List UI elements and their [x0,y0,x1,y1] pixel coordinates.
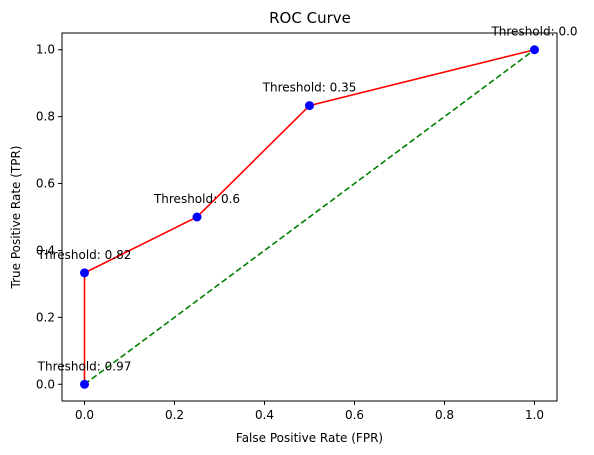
x-tick-label: 1.0 [525,408,544,422]
roc-point [530,45,539,54]
threshold-label: Threshold: 0.97 [37,359,132,373]
x-tick-label: 0.8 [435,408,454,422]
x-axis-label: False Positive Rate (FPR) [236,431,383,445]
x-tick-label: 0.4 [255,408,274,422]
y-tick-label: 0.2 [36,310,55,324]
roc-point [193,213,202,222]
threshold-label: Threshold: 0.82 [37,248,132,262]
roc-point [80,268,89,277]
threshold-label: Threshold: 0.6 [153,192,240,206]
chart-title: ROC Curve [269,9,351,27]
threshold-label: Threshold: 0.35 [262,81,357,95]
roc-point [80,380,89,389]
x-tick-label: 0.0 [75,408,94,422]
y-tick-label: 0.8 [36,110,55,124]
y-tick-label: 0.6 [36,177,55,191]
roc-point [305,101,314,110]
threshold-label: Threshold: 0.0 [490,25,577,39]
x-tick-label: 0.2 [165,408,184,422]
y-tick-label: 1.0 [36,43,55,57]
y-axis-label: True Positive Rate (TPR) [9,146,23,290]
y-tick-label: 0.0 [36,377,55,391]
x-tick-label: 0.6 [345,408,364,422]
